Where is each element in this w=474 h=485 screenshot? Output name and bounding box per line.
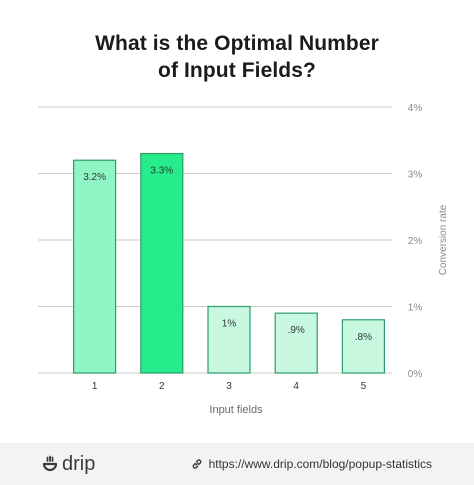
link-icon <box>192 459 201 469</box>
bar-data-label: 3.2% <box>83 172 106 183</box>
x-tick-label: 5 <box>361 381 367 392</box>
footer: drip https://www.drip.com/blog/popup-sta… <box>0 443 474 485</box>
bar <box>207 305 251 374</box>
bar-data-label: 3.3% <box>150 166 173 177</box>
x-tick-label: 4 <box>293 381 299 392</box>
y-tick-label: 0% <box>408 369 423 380</box>
brand-logo[interactable]: drip <box>42 451 95 477</box>
bar-data-label: .8% <box>355 332 372 343</box>
bar <box>140 152 184 374</box>
bar <box>341 319 385 374</box>
y-tick-label: 3% <box>408 170 423 181</box>
y-tick-label: 1% <box>408 303 423 314</box>
x-tick-label: 2 <box>159 381 165 392</box>
bar <box>274 312 318 374</box>
x-tick-label: 3 <box>226 381 232 392</box>
y-tick-label: 4% <box>408 103 423 114</box>
chart-title-line-1: What is the Optimal Number <box>95 32 379 55</box>
y-axis-title: Conversion rate <box>438 204 449 275</box>
bar-chart: 0% 1% 2% 3% 4% 3.2% 1 3.3% 2 1% 3 .9% 4 .8% 5 Input fie… <box>38 103 449 416</box>
bar <box>72 159 117 374</box>
y-tick-label: 2% <box>408 236 423 247</box>
drip-logo-icon <box>42 455 58 472</box>
chart-title-line-2: of Input Fields? <box>158 59 316 82</box>
source-url: https://www.drip.com/blog/popup-statisti… <box>208 457 432 471</box>
brand-name: drip <box>62 452 96 475</box>
bar-data-label: 1% <box>222 319 237 330</box>
source-link[interactable]: https://www.drip.com/blog/popup-statisti… <box>191 451 432 477</box>
chart-title: What is the Optimal Number of Input Fiel… <box>0 30 474 84</box>
bar-data-label: .9% <box>288 325 305 336</box>
x-tick-label: 1 <box>92 381 98 392</box>
x-axis-title: Input fields <box>209 404 263 416</box>
